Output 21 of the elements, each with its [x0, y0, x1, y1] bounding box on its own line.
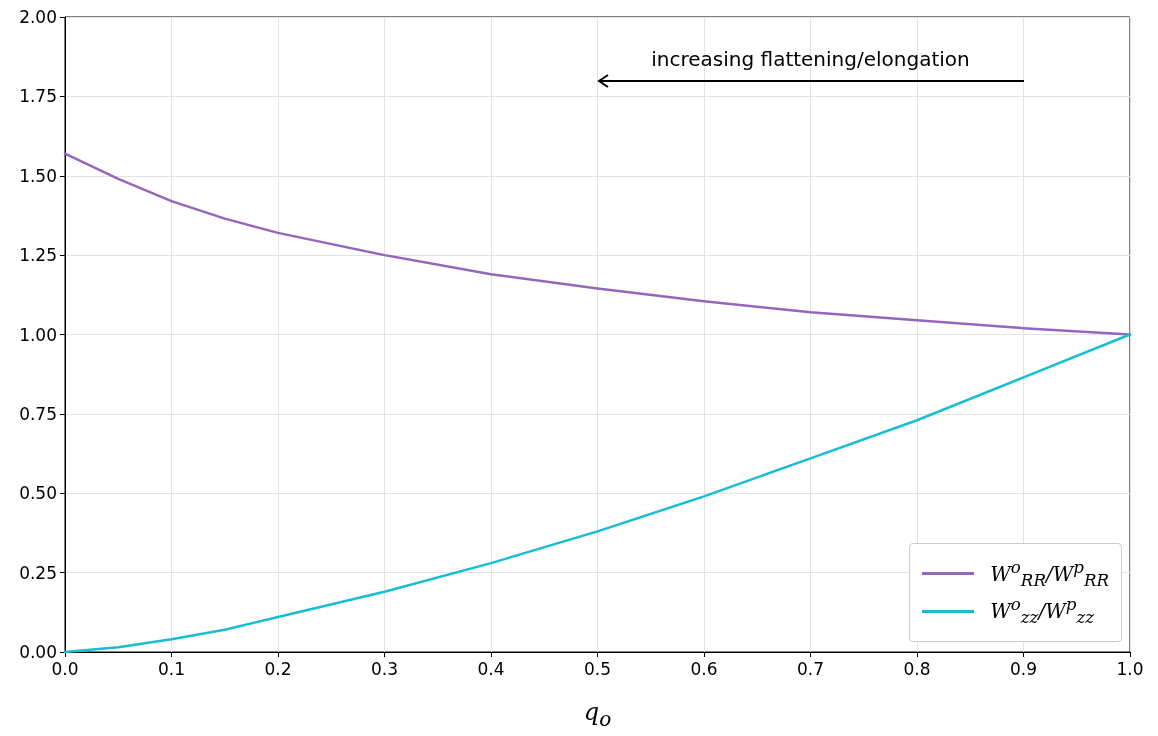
x-tick-label: 0.2: [264, 658, 292, 679]
y-tick-label: 1.75: [19, 86, 57, 107]
x-tick-label: 1.0: [1116, 658, 1144, 679]
x-axis-title: q$_{o}$: [583, 698, 612, 731]
x-tick-label: 0.1: [157, 658, 186, 679]
line-series: [63, 152, 1132, 336]
x-tick-label: 0.6: [690, 658, 718, 679]
y-tick-label: 1.50: [19, 165, 57, 186]
y-tick-label: 2.00: [19, 7, 57, 27]
x-tick-label: 0.7: [796, 658, 825, 679]
x-tick-label: 0.5: [583, 658, 612, 679]
x-tick-label: 0.9: [1009, 658, 1038, 679]
x-tick-label: 0.4: [477, 658, 505, 679]
annotation: increasing flattening/elongation: [651, 47, 970, 72]
y-tick-label: 0.25: [19, 562, 57, 583]
y-tick-label: 1.00: [19, 324, 57, 345]
y-tick-label: 0.75: [19, 403, 57, 424]
x-tick-label: 0.8: [903, 658, 931, 679]
y-tick-label: 0.50: [19, 483, 57, 504]
y-tick-label: 1.25: [19, 245, 57, 266]
x-tick-label: 0.3: [370, 658, 399, 679]
